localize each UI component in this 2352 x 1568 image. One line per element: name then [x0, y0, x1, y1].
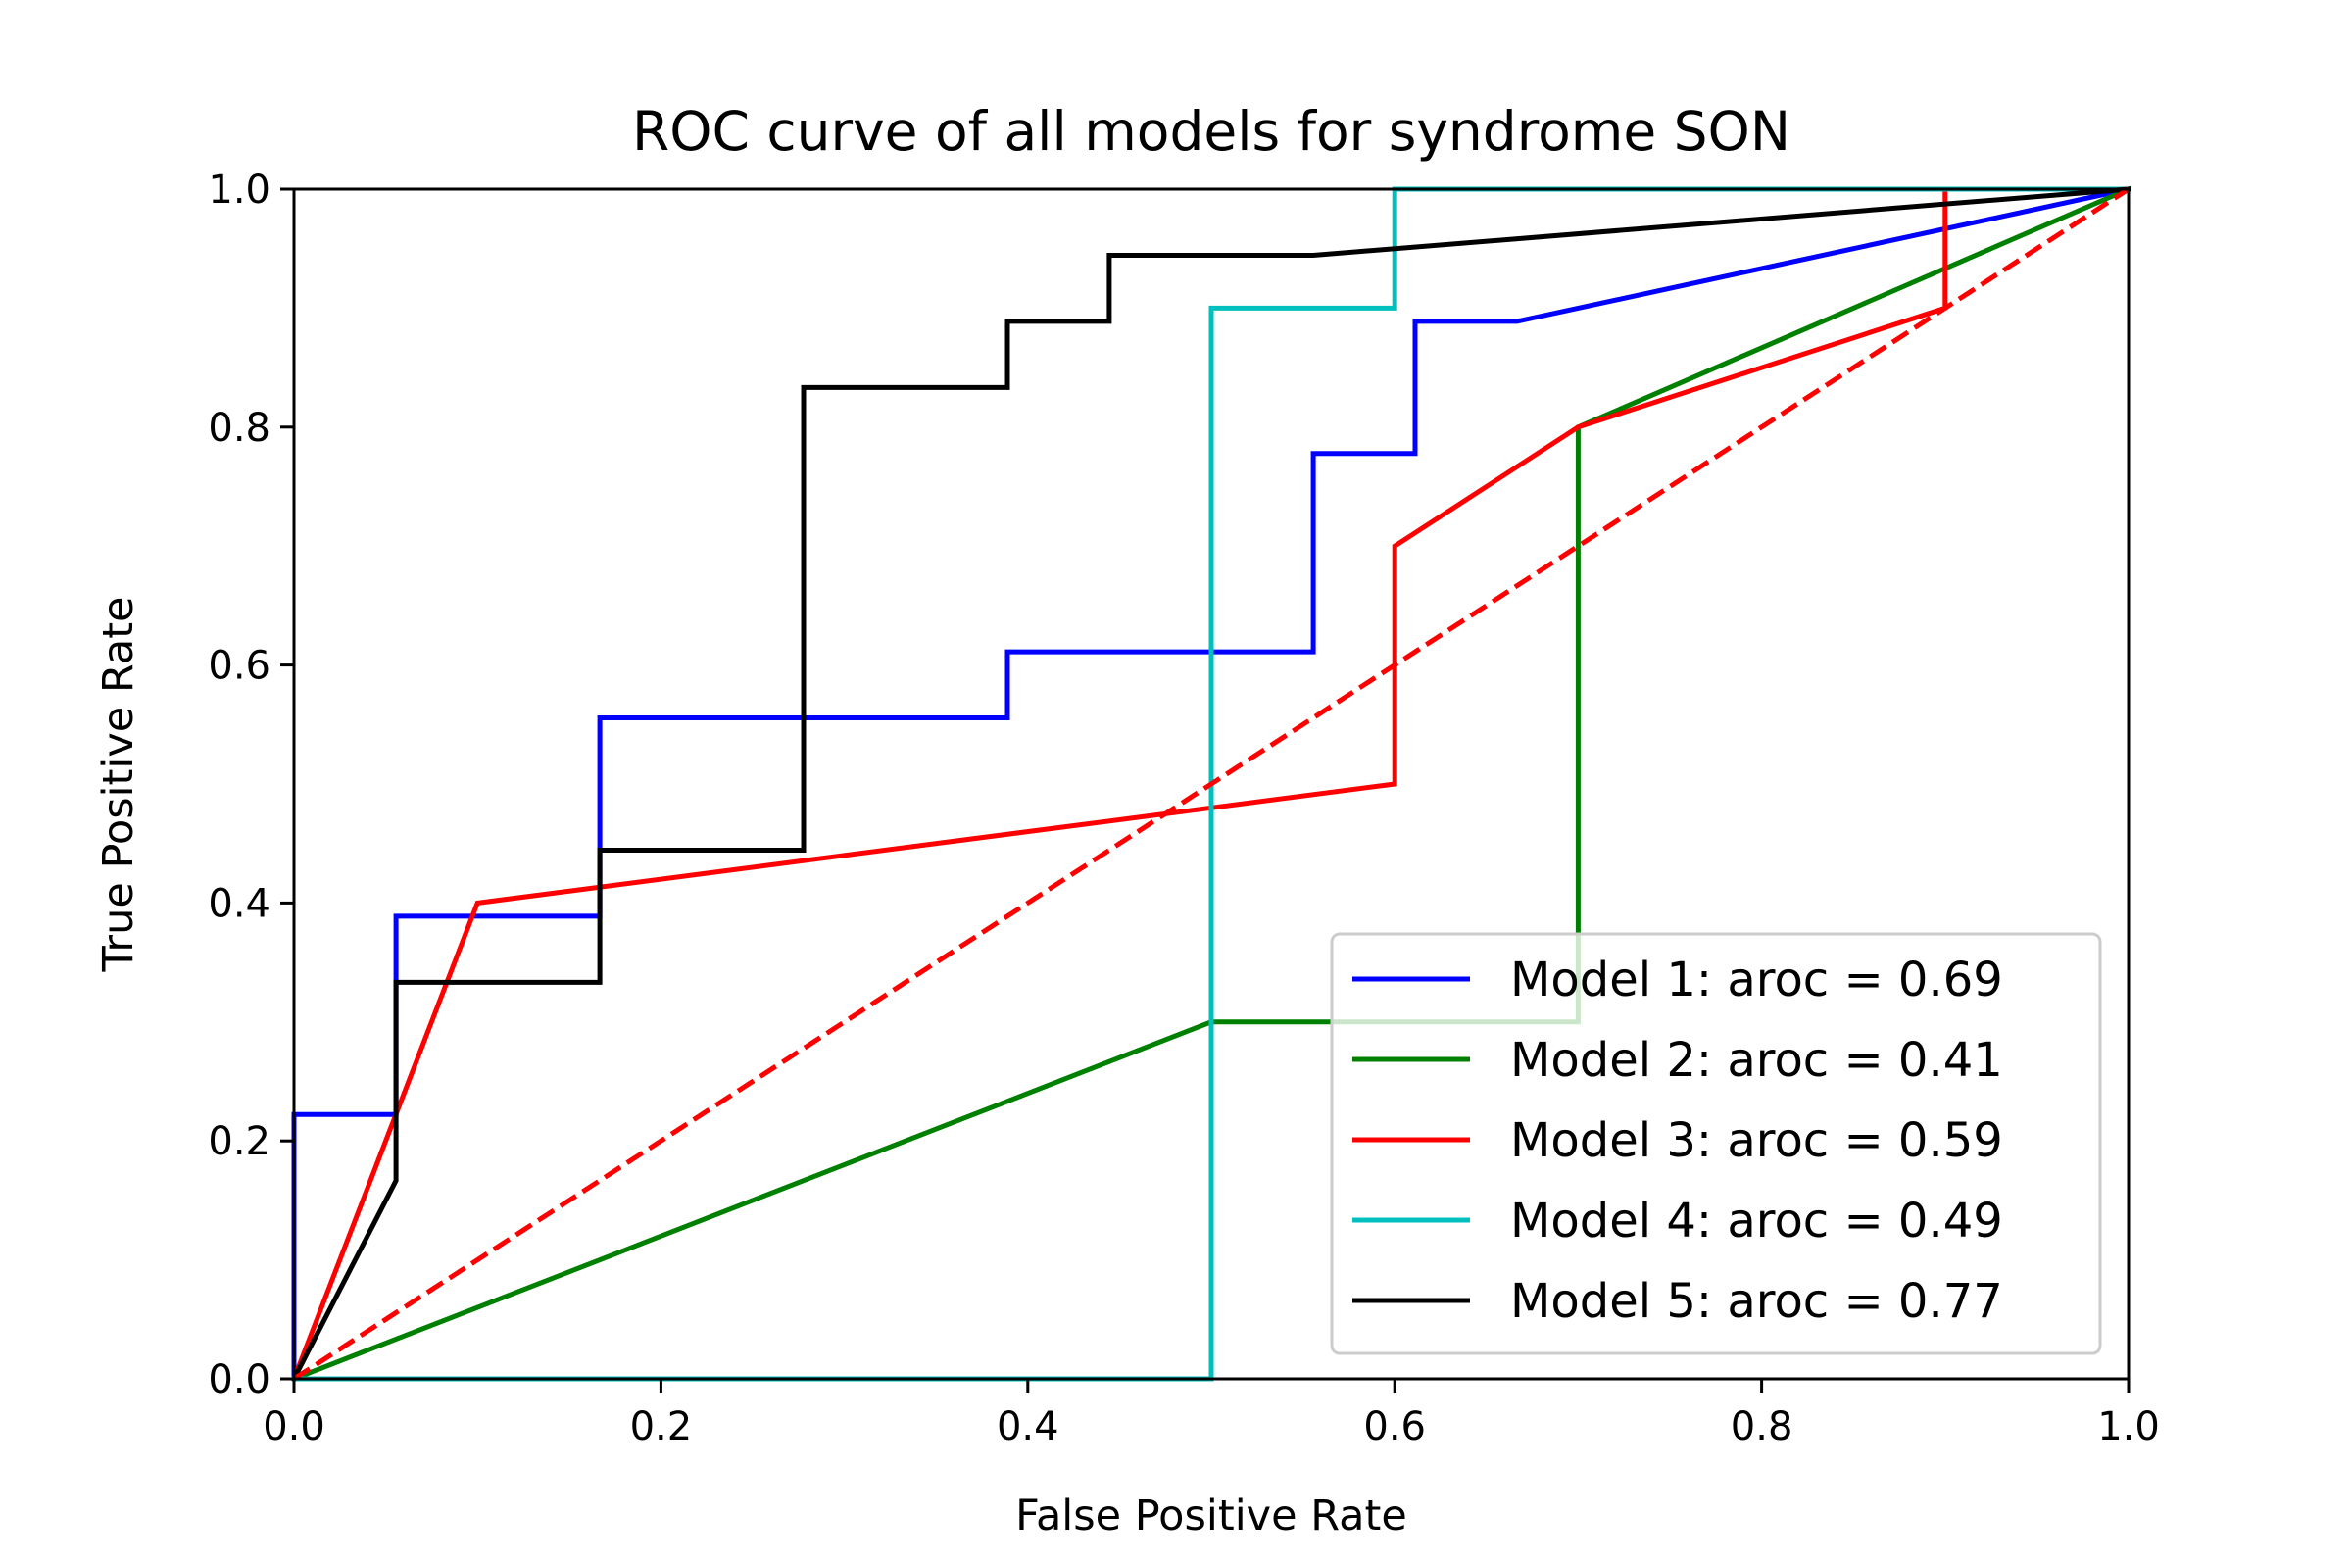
- chart-title: ROC curve of all models for syndrome SON: [632, 100, 1790, 163]
- y-tick-label: 1.0: [208, 168, 270, 213]
- y-tick-label: 0.0: [208, 1357, 270, 1402]
- y-tick-label: 0.6: [208, 644, 270, 689]
- x-axis-label: False Positive Rate: [1015, 1492, 1407, 1541]
- legend-label-model-5: Model 5: aroc = 0.77: [1510, 1274, 2003, 1329]
- series-line-model-3: [290, 186, 2132, 1383]
- legend-label-model-1: Model 1: aroc = 0.69: [1510, 953, 2003, 1007]
- x-tick-label: 0.2: [630, 1404, 693, 1449]
- x-tick-label: 1.0: [2097, 1404, 2160, 1449]
- legend-label-model-3: Model 3: aroc = 0.59: [1510, 1113, 2003, 1168]
- legend: Model 1: aroc = 0.69 Model 2: aroc = 0.41…: [1330, 932, 2102, 1355]
- y-tick-label: 0.8: [208, 406, 270, 451]
- legend-box: [1330, 932, 2102, 1355]
- y-tick-label: 0.4: [208, 881, 270, 926]
- reference-diagonal-line: [292, 186, 2131, 1382]
- x-tick-label: 0.0: [263, 1404, 325, 1449]
- x-tick-label: 0.6: [1363, 1404, 1426, 1449]
- series-line-model-5: [290, 186, 2132, 1383]
- legend-label-model-4: Model 4: aroc = 0.49: [1510, 1194, 2003, 1249]
- legend-label-model-2: Model 2: aroc = 0.41: [1510, 1033, 2003, 1088]
- x-tick-label: 0.8: [1731, 1404, 1793, 1449]
- plot-frame: [292, 187, 2131, 1381]
- y-tick-label: 0.2: [208, 1119, 270, 1164]
- x-tick-label: 0.4: [997, 1404, 1059, 1449]
- y-axis-label: True Positive Rate: [94, 596, 143, 972]
- axis-ticks: 0.0 0.2 0.4 0.6 0.8 1.0 0.0 0.2 0.4 0.6 0.8 1.0: [208, 168, 2159, 1449]
